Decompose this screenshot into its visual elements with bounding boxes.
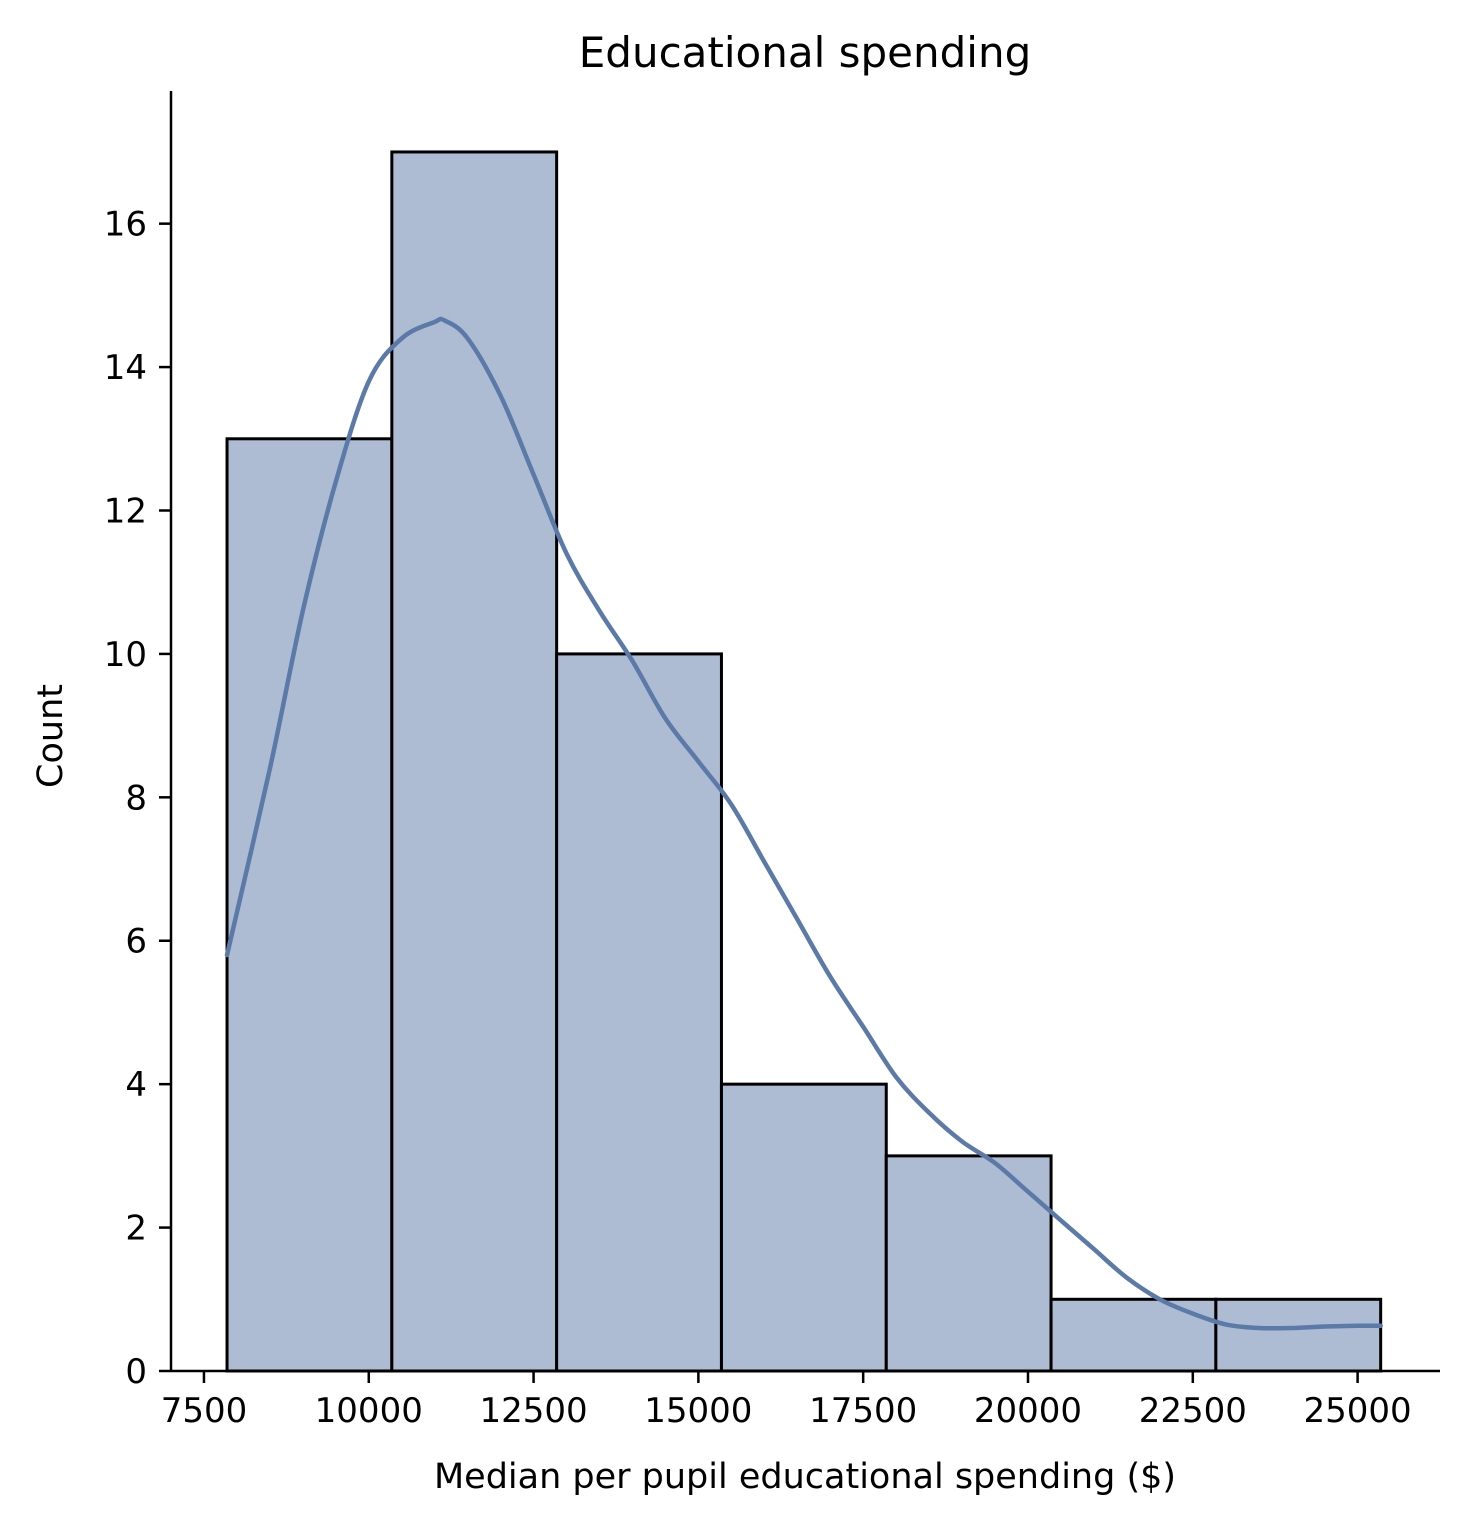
histogram-bar-1 [225, 437, 394, 1373]
kde-curve-group [224, 316, 1383, 1331]
y-tick-label: 16 [104, 205, 147, 245]
kde-line [224, 316, 1383, 1331]
histogram-bar-2 [390, 150, 559, 1373]
histogram-bar-7 [1214, 1297, 1383, 1373]
x-tick-label: 20000 [974, 1391, 1082, 1431]
histogram-bar-6 [1049, 1297, 1218, 1373]
histogram-bar-3 [555, 652, 723, 1373]
x-tick-label: 25000 [1304, 1391, 1412, 1431]
y-tick-label: 2 [125, 1209, 147, 1249]
histogram-bars [225, 150, 1383, 1373]
histogram-bar-4 [719, 1082, 888, 1373]
y-tick-label: 12 [104, 491, 147, 531]
x-axis-label: Median per pupil educational spending ($… [434, 1457, 1176, 1497]
x-tick-label: 7500 [161, 1391, 248, 1431]
y-tick-label: 14 [104, 348, 147, 388]
chart-title: Educational spending [579, 28, 1031, 77]
y-tick-label: 10 [104, 635, 147, 675]
axes [169, 91, 1440, 1373]
y-tick-label: 0 [125, 1352, 147, 1392]
y-axis-label: Count [31, 684, 71, 788]
x-tick-label: 17500 [809, 1391, 917, 1431]
y-tick-label: 6 [125, 922, 147, 962]
histogram-bar-5 [884, 1154, 1053, 1373]
y-ticks: 0 2 4 6 8 10 12 14 16 [104, 205, 171, 1392]
y-tick-label: 8 [125, 778, 147, 818]
x-tick-label: 12500 [479, 1391, 587, 1431]
x-tick-label: 15000 [644, 1391, 752, 1431]
x-tick-label: 10000 [315, 1391, 423, 1431]
x-ticks: 7500 10000 12500 15000 17500 20000 22500 25000 [161, 1371, 1412, 1431]
y-tick-label: 4 [125, 1065, 147, 1105]
x-tick-label: 22500 [1139, 1391, 1247, 1431]
